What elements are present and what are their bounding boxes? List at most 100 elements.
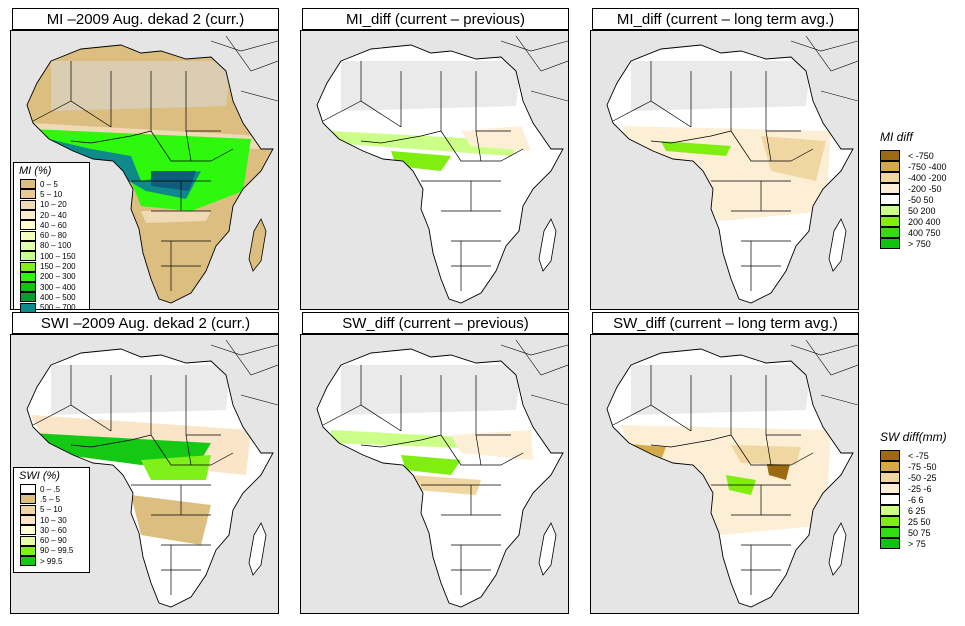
legend-swatch — [880, 194, 900, 205]
legend-label: 5 – 10 — [40, 189, 63, 199]
legend-item: 300 – 400 — [14, 282, 89, 293]
country-border — [530, 90, 568, 102]
legend-swatch — [20, 282, 36, 293]
legend-item: 10 – 20 — [14, 199, 89, 210]
legend-item: 30 – 60 — [14, 525, 89, 536]
legend-label: 30 – 60 — [40, 525, 67, 535]
country-border — [185, 434, 192, 466]
legend-item: -25 -6 — [880, 483, 947, 494]
legend-label: 60 – 80 — [40, 231, 67, 241]
legend-swatch — [880, 494, 900, 505]
legend-item: -400 -200 — [880, 172, 947, 183]
legend-item: 100 – 150 — [14, 251, 89, 262]
legend-swatch — [20, 220, 36, 231]
legend-title: MI (%) — [19, 165, 52, 177]
legend-item: > 75 — [880, 538, 947, 549]
legend-label: 150 – 200 — [40, 262, 76, 272]
legend-swatch — [20, 189, 36, 200]
legend-item: 20 – 40 — [14, 210, 89, 221]
legend-swatch — [880, 505, 900, 516]
map-region — [141, 211, 211, 223]
map-sw-diff-lta — [590, 334, 859, 614]
legend-item: -75 -50 — [880, 461, 947, 472]
country-border — [765, 130, 772, 162]
country-border — [765, 434, 772, 466]
map-region — [631, 365, 811, 415]
country-border — [730, 130, 791, 162]
country-border — [790, 344, 858, 356]
map-swi-current — [10, 334, 279, 614]
panel-title: MI_diff (current – long term avg.) — [592, 8, 859, 30]
legend-label: -750 -400 — [908, 161, 947, 172]
legend-label: -6 6 — [908, 494, 924, 505]
legend-item: 50 75 — [880, 527, 947, 538]
map-region — [761, 136, 826, 181]
coastline — [606, 44, 854, 304]
country-border — [210, 344, 278, 356]
legend-swatch — [880, 227, 900, 238]
legend-label: 10 – 30 — [40, 515, 67, 525]
map-region — [401, 455, 461, 475]
legend-label: 500 – 700 — [40, 303, 76, 313]
legend-item: 25 50 — [880, 516, 947, 527]
legend-item: < -750 — [880, 150, 947, 161]
panel-title: MI_diff (current – previous) — [302, 8, 569, 30]
country-border — [820, 90, 858, 102]
legend-label: -50 -25 — [908, 472, 937, 483]
legend-label: 80 – 100 — [40, 241, 72, 251]
legend-swatch — [880, 205, 900, 216]
legend-label: 50 75 — [908, 527, 931, 538]
map-region — [331, 131, 521, 156]
country-border — [322, 404, 362, 426]
legend-label: < -75 — [908, 450, 929, 461]
legend-label: > 99.5 — [40, 556, 63, 566]
coastline — [606, 348, 854, 608]
legend-swatch — [20, 545, 36, 556]
legend-item: > 99.5 — [14, 556, 89, 567]
country-border — [790, 452, 814, 466]
legend-label: -25 -6 — [908, 483, 932, 494]
legend-swatch — [880, 461, 900, 472]
map-mi-diff-previous — [300, 30, 569, 310]
legend-swatch — [20, 179, 36, 190]
legend-label: -400 -200 — [908, 172, 947, 183]
legend-swatch — [880, 483, 900, 494]
country-border — [210, 452, 234, 466]
legend-swatch — [20, 292, 36, 303]
legend-item: 90 – 99.5 — [14, 545, 89, 556]
legend-title: MI diff — [880, 130, 913, 144]
map-mi-diff-lta — [590, 30, 859, 310]
country-border — [185, 130, 192, 162]
legend-swatch — [20, 251, 36, 262]
legend-swatch — [20, 240, 36, 251]
map-sw-diff-previous — [300, 334, 569, 614]
legend-label: 25 50 — [908, 516, 931, 527]
map-region — [51, 61, 231, 111]
panel-title: MI –2009 Aug. dekad 2 (curr.) — [12, 8, 279, 30]
legend-item: 0 – .5 — [14, 484, 89, 495]
legend-swatch — [880, 150, 900, 161]
legend-swatch — [20, 525, 36, 536]
country-border — [612, 100, 652, 122]
legend-item: 150 – 200 — [14, 261, 89, 272]
legend-swatch — [880, 527, 900, 538]
legend-item: .5 – 5 — [14, 494, 89, 505]
legend-label: 10 – 20 — [40, 200, 67, 210]
legend-item: < -75 — [880, 450, 947, 461]
legend-label: 300 – 400 — [40, 282, 76, 292]
country-border — [70, 130, 152, 144]
legend-label: .5 – 5 — [40, 494, 61, 504]
legend-label: 400 750 — [908, 227, 941, 238]
country-border — [612, 404, 652, 426]
coastline — [316, 44, 564, 304]
country-border — [240, 394, 278, 406]
coastline — [26, 348, 274, 608]
legend-label: 60 – 90 — [40, 536, 67, 546]
legend-swatch — [880, 516, 900, 527]
country-border — [790, 40, 858, 52]
madagascar — [538, 218, 557, 272]
legend-swatch — [20, 556, 36, 567]
legend-item: -50 -25 — [880, 472, 947, 483]
